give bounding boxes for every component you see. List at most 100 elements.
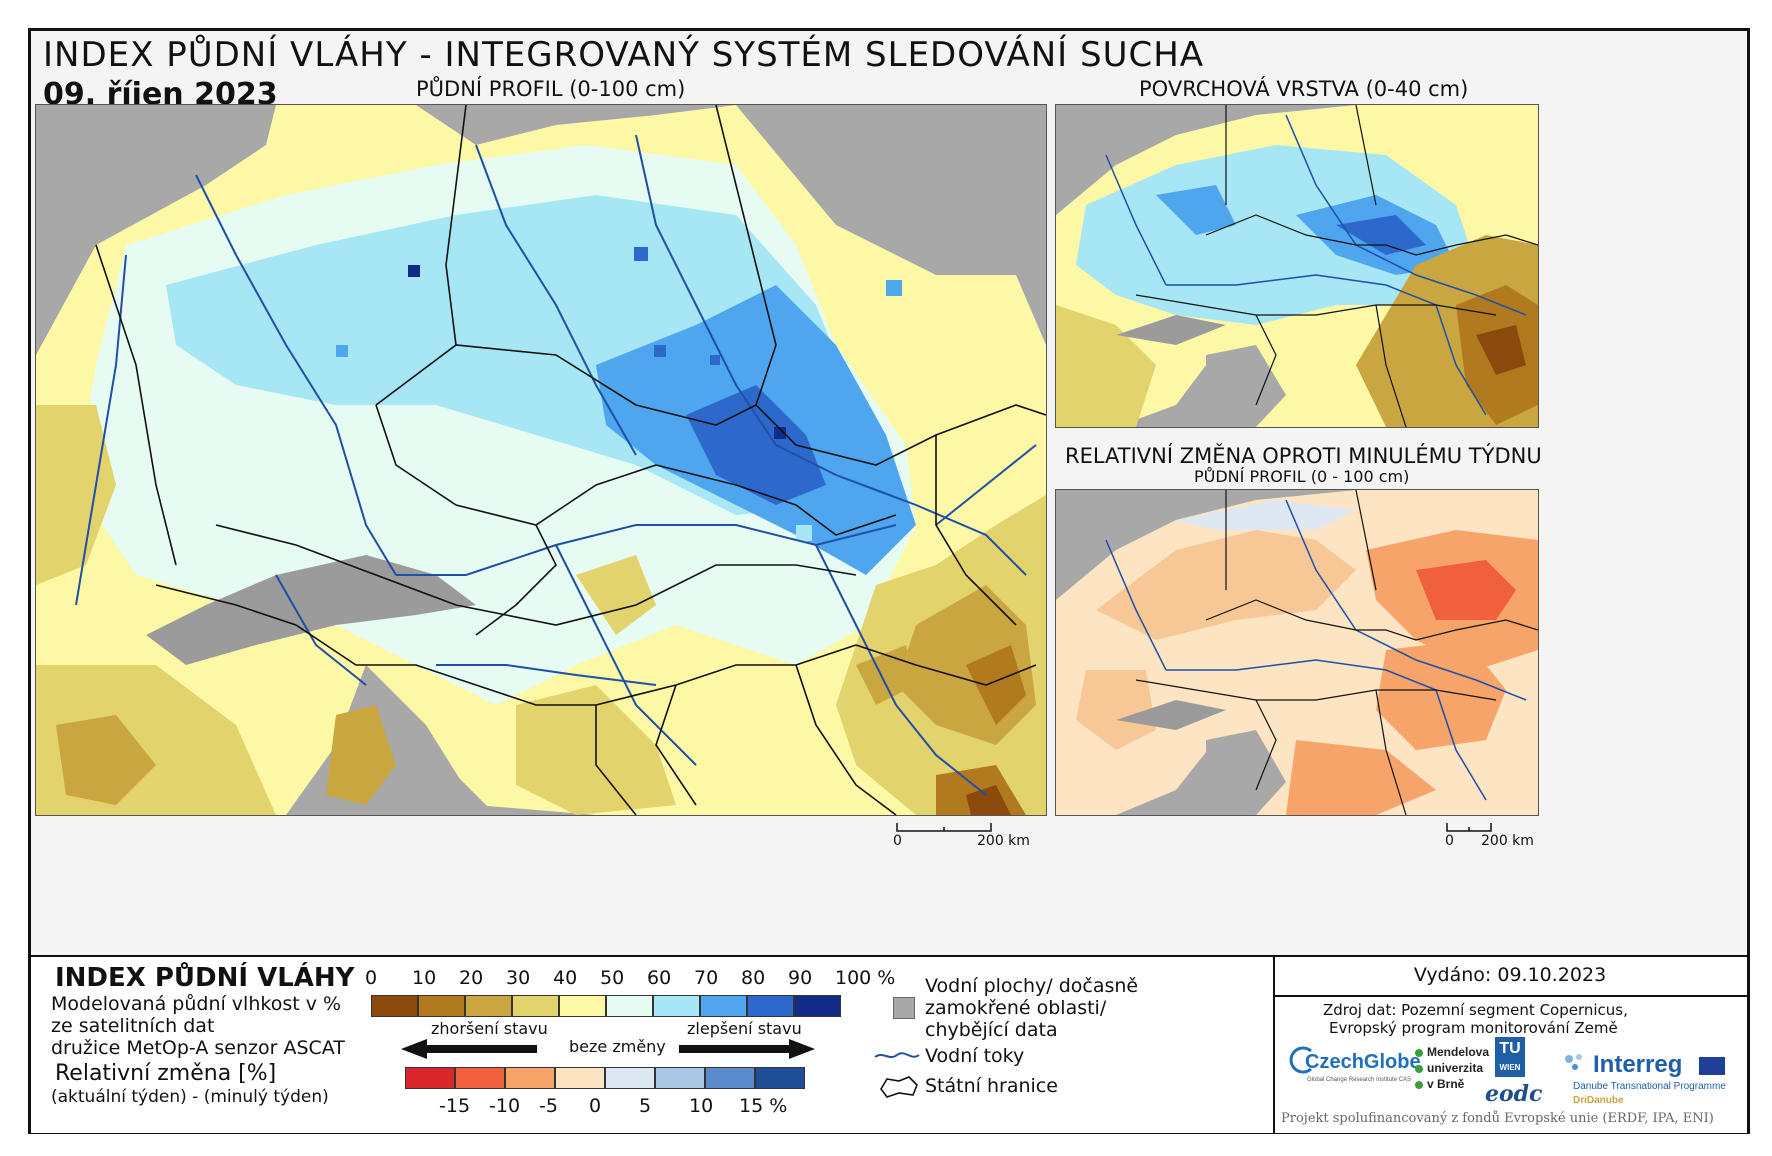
legend-desc-line1: Modelovaná půdní vlhkost v % — [51, 993, 342, 1015]
mendel-dot-icon — [1415, 1081, 1423, 1089]
moisture-scale-swatch — [747, 995, 794, 1017]
main-soil-moisture-map — [35, 104, 1047, 816]
borders-label: Státní hranice — [925, 1075, 1058, 1097]
issued-date: Vydáno: 09.10.2023 — [1273, 957, 1747, 997]
legend-change-desc: (aktuální týden) - (minulý týden) — [51, 1087, 329, 1107]
surface-layer-map — [1055, 104, 1539, 428]
water-bodies-swatch — [893, 997, 915, 1019]
legend-divider — [1273, 957, 1275, 1133]
rivers-label: Vodní toky — [925, 1045, 1025, 1067]
moisture-tick-label: 30 — [506, 967, 531, 989]
interreg-swirl-icon — [1565, 1054, 1582, 1070]
moisture-scale-swatch — [794, 995, 841, 1017]
change-map-title: RELATIVNÍ ZMĚNA OPROTI MINULÉMU TÝDNU — [1065, 444, 1542, 468]
surface-map-graphic — [1056, 105, 1538, 427]
change-scale-swatch — [655, 1067, 705, 1089]
change-color-scale — [405, 1067, 805, 1089]
borders-symbol — [880, 1076, 918, 1098]
czechglobe-logo-sub: Global Change Research Institute CAS — [1307, 1077, 1412, 1083]
moisture-tick-label: 60 — [647, 967, 672, 989]
main-scalebar-label: 200 km — [977, 833, 1030, 849]
moisture-tick-label: 50 — [600, 967, 625, 989]
legend-desc-line2: ze satelitních dat — [51, 1015, 215, 1037]
legend-desc-line3: družice MetOp-A senzor ASCAT — [51, 1037, 345, 1059]
moisture-scale-swatch — [418, 995, 465, 1017]
arrow-worse-label: zhoršení stavu — [431, 1019, 548, 1038]
czechglobe-mark-icon — [1289, 1046, 1312, 1074]
mendel-logo-line1: Mendelova — [1427, 1045, 1490, 1059]
czechglobe-logo — [1285, 1045, 1315, 1080]
footer-cofinance: Projekt spolufinancovaný z fondů Evropsk… — [1281, 1111, 1714, 1126]
water-label-line1: Vodní plochy/ dočasně — [925, 975, 1139, 997]
moisture-color-scale — [371, 995, 841, 1017]
change-scale-swatch — [705, 1067, 755, 1089]
moisture-tick-label: 70 — [694, 967, 719, 989]
main-scalebar-zero: 0 — [893, 833, 902, 849]
interreg-logo-sub1: Danube Transnational Programme — [1573, 1081, 1726, 1092]
small-scalebar-zero: 0 — [1445, 833, 1454, 849]
mendel-logo-line2: univerzita — [1427, 1061, 1484, 1075]
surface-map-title: POVRCHOVÁ VRSTVA (0-40 cm) — [1139, 77, 1469, 101]
small-scalebar-label: 200 km — [1481, 833, 1534, 849]
water-label-line2: zamokřené oblasti/ — [925, 997, 1107, 1019]
change-tick-label: 5 — [639, 1095, 652, 1117]
moisture-scale-swatch — [371, 995, 418, 1017]
interreg-logo-sub2: DriDanube — [1573, 1095, 1624, 1106]
change-tick-label: -10 — [489, 1095, 521, 1117]
change-scale-swatch — [505, 1067, 555, 1089]
change-scale-swatch — [605, 1067, 655, 1089]
main-scalebar — [895, 821, 995, 839]
legend-change-title: Relativní změna [%] — [55, 1061, 277, 1086]
moisture-tick-label: 80 — [741, 967, 766, 989]
trend-arrows — [401, 1039, 815, 1059]
change-tick-label: -5 — [539, 1095, 558, 1117]
moisture-scale-swatch — [653, 995, 700, 1017]
main-map-title: PŮDNÍ PROFIL (0-100 cm) — [416, 77, 686, 101]
eu-flag-icon — [1699, 1057, 1725, 1075]
change-tick-label: 10 — [689, 1095, 714, 1117]
moisture-scale-swatch — [700, 995, 747, 1017]
change-scale-swatch — [755, 1067, 805, 1089]
arrow-better-label: zlepšení stavu — [687, 1019, 802, 1038]
change-tick-label: 15 % — [739, 1095, 788, 1117]
water-label-line3: chybějící data — [925, 1019, 1058, 1041]
moisture-tick-label: 100 % — [835, 967, 896, 989]
change-tick-label: -15 — [439, 1095, 471, 1117]
moisture-scale-swatch — [512, 995, 559, 1017]
tu-wien-logo-sub: WIEN — [1499, 1063, 1521, 1072]
page-title: INDEX PŮDNÍ VLÁHY - INTEGROVANÝ SYSTÉM S… — [43, 35, 1205, 75]
source-line2: Evropský program monitorování Země — [1329, 1019, 1618, 1037]
poster-frame: INDEX PŮDNÍ VLÁHY - INTEGROVANÝ SYSTÉM S… — [28, 28, 1750, 1134]
mendel-dot-icon — [1415, 1065, 1423, 1073]
moisture-tick-label: 40 — [553, 967, 578, 989]
legend-title: INDEX PŮDNÍ VLÁHY — [55, 963, 355, 993]
moisture-tick-label: 20 — [459, 967, 484, 989]
small-scalebar — [1445, 821, 1495, 839]
main-map-graphic — [36, 105, 1046, 815]
moisture-scale-swatch — [606, 995, 653, 1017]
mendel-logo-line3: v Brně — [1427, 1077, 1465, 1091]
change-scale-swatch — [405, 1067, 455, 1089]
main-scalebar-graphic — [896, 823, 992, 832]
arrow-none-label: beze změny — [569, 1037, 666, 1056]
weekly-change-map — [1055, 489, 1539, 816]
change-map-graphic — [1056, 490, 1538, 815]
rivers-symbol — [874, 1052, 920, 1058]
eodc-logo: eodc — [1485, 1081, 1543, 1107]
moisture-tick-label: 10 — [412, 967, 437, 989]
change-scale-swatch — [555, 1067, 605, 1089]
tu-wien-logo: TU — [1495, 1037, 1525, 1077]
change-tick-label: 0 — [589, 1095, 602, 1117]
legend-panel: INDEX PŮDNÍ VLÁHY Modelovaná půdní vlhko… — [31, 955, 1747, 1133]
moisture-scale-swatch — [559, 995, 606, 1017]
mendel-dot-icon — [1415, 1049, 1423, 1057]
change-map-subtitle: PŮDNÍ PROFIL (0 - 100 cm) — [1194, 467, 1410, 486]
moisture-tick-label: 0 — [365, 967, 378, 989]
moisture-scale-swatch — [465, 995, 512, 1017]
small-scalebar-graphic — [1446, 823, 1492, 832]
interreg-logo: Interreg — [1593, 1051, 1683, 1078]
moisture-tick-label: 90 — [788, 967, 813, 989]
source-line1: Zdroj dat: Pozemní segment Copernicus, — [1323, 1001, 1628, 1019]
change-scale-swatch — [455, 1067, 505, 1089]
czechglobe-logo-text: CzechGlobe — [1305, 1051, 1421, 1073]
